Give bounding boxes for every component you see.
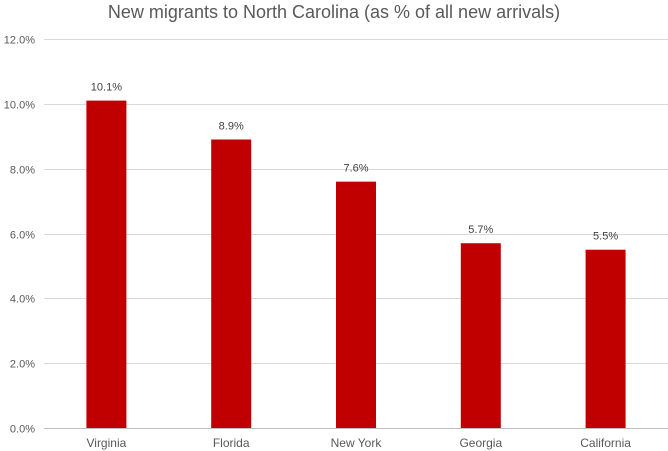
- x-tick-label: Virginia: [86, 436, 126, 450]
- y-tick-label: 6.0%: [10, 230, 35, 242]
- y-tick-label: 2.0%: [10, 359, 35, 371]
- data-label: 7.6%: [343, 163, 368, 175]
- bar: [211, 139, 252, 428]
- data-label: 5.7%: [468, 224, 493, 236]
- data-label: 10.1%: [91, 82, 122, 94]
- data-label: 8.9%: [219, 120, 244, 132]
- bar: [86, 100, 127, 428]
- bar: [336, 181, 376, 428]
- y-tick-label: 4.0%: [10, 294, 35, 306]
- x-tick-label: Georgia: [459, 436, 502, 450]
- bar: [460, 243, 501, 428]
- bar: [585, 249, 626, 428]
- data-label: 5.5%: [593, 231, 618, 243]
- y-tick-label: 10.0%: [4, 100, 35, 112]
- y-tick-label: 12.0%: [4, 35, 35, 47]
- x-tick-label: Florida: [213, 436, 250, 450]
- chart-title: New migrants to North Carolina (as % of …: [107, 2, 561, 22]
- x-tick-label: California: [580, 436, 631, 450]
- x-tick-label: New York: [331, 436, 383, 450]
- y-tick-label: 8.0%: [10, 165, 35, 177]
- y-tick-label: 0.0%: [10, 424, 35, 436]
